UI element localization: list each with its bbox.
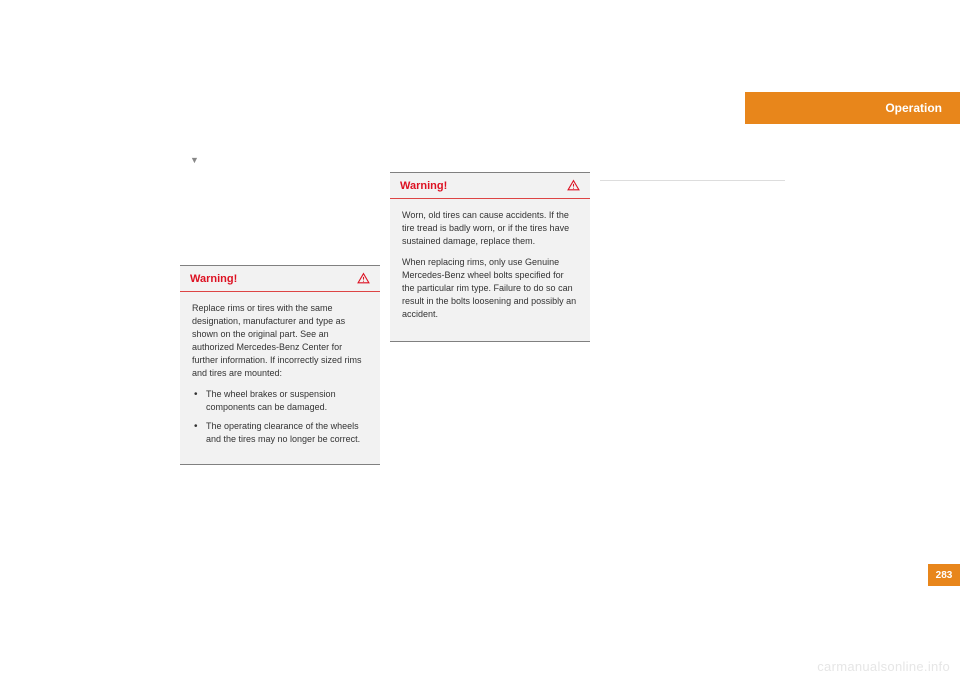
warning-triangle-icon: [357, 272, 370, 285]
warning-header: Warning!: [180, 266, 380, 292]
warning-title: Warning!: [190, 273, 237, 285]
warning-intro-text: Replace rims or tires with the same desi…: [192, 302, 368, 380]
warning-bullet-list: The wheel brakes or suspension component…: [192, 388, 368, 446]
divider-line: [600, 180, 785, 181]
warning-bullet: The wheel brakes or suspension component…: [192, 388, 368, 414]
section-title: Operation: [885, 101, 942, 115]
warning-triangle-icon: [567, 179, 580, 192]
page-number-tab: 283: [928, 564, 960, 586]
section-tab: Operation: [745, 92, 960, 124]
warning-body: Replace rims or tires with the same desi…: [180, 292, 380, 464]
warning-title: Warning!: [400, 180, 447, 192]
warning-paragraph: When replacing rims, only use Genuine Me…: [402, 256, 578, 321]
manual-page: Operation 283 ▼ Warning! Replace rims or…: [0, 0, 960, 678]
down-arrow-icon: ▼: [190, 155, 199, 165]
warning-box-rims: Warning! Replace rims or tires with the …: [180, 265, 380, 465]
warning-bullet: The operating clearance of the wheels an…: [192, 420, 368, 446]
warning-box-tires: Warning! Worn, old tires can cause accid…: [390, 172, 590, 342]
warning-paragraph: Worn, old tires can cause accidents. If …: [402, 209, 578, 248]
warning-header: Warning!: [390, 173, 590, 199]
warning-body: Worn, old tires can cause accidents. If …: [390, 199, 590, 341]
watermark-text: carmanualsonline.info: [817, 659, 950, 674]
page-number: 283: [936, 570, 953, 581]
